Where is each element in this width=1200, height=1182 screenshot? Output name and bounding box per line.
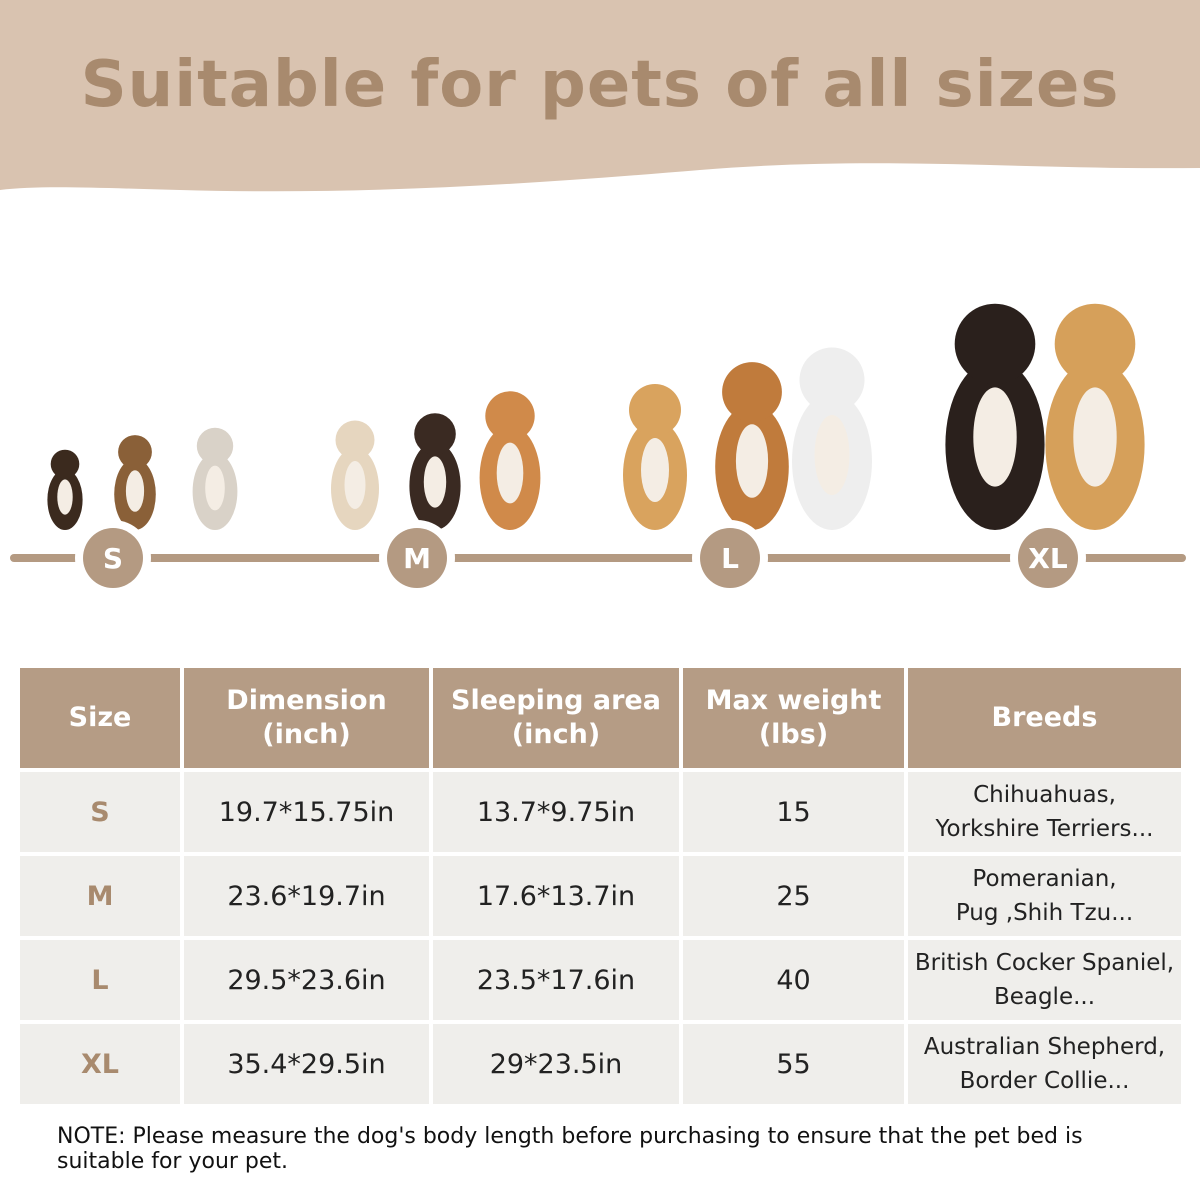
breeds-line: Beagle... xyxy=(993,984,1096,1010)
size-scale: S M L XL xyxy=(10,520,1186,596)
banner xyxy=(0,0,1200,192)
pet xyxy=(715,362,789,530)
column-header: Breeds xyxy=(908,668,1181,768)
pet xyxy=(114,435,156,530)
table-row: M 23.6*19.7in 17.6*13.7in 25 Pomeranian, Pug … xyxy=(20,856,1181,936)
table-cell: 25 xyxy=(683,856,904,936)
pet-head xyxy=(629,384,681,436)
pet-illustrations xyxy=(47,303,1145,530)
header-line: (inch) xyxy=(262,719,351,750)
pet-chest xyxy=(344,461,366,509)
pet-chest xyxy=(423,456,447,508)
column-header: Size xyxy=(20,668,180,768)
breeds-line: Chihuahuas, xyxy=(973,782,1116,808)
breeds-line: Yorkshire Terriers... xyxy=(935,816,1154,842)
scale-label: M xyxy=(403,542,431,575)
pet-chest xyxy=(1073,387,1117,487)
pet-chest xyxy=(205,465,225,511)
table-cell: 29.5*23.6in xyxy=(184,940,429,1020)
pet-head xyxy=(722,362,782,422)
header-line: Sleeping area xyxy=(451,685,661,716)
pet-head xyxy=(50,449,80,479)
pet xyxy=(192,427,238,530)
pet xyxy=(792,347,872,530)
pet-chest xyxy=(57,479,73,515)
pet-head xyxy=(954,303,1036,385)
table-row: XL 35.4*29.5in 29*23.5in 55 Australian Sheph… xyxy=(20,1024,1181,1104)
scale-label: XL xyxy=(1028,542,1068,575)
pet-chest xyxy=(641,438,669,502)
table-cell: 13.7*9.75in xyxy=(433,772,679,852)
table-row: L 29.5*23.6in 23.5*17.6in 40 British Cocker … xyxy=(20,940,1181,1020)
pet xyxy=(409,413,461,530)
pet-head xyxy=(335,420,375,460)
pet-head xyxy=(799,347,865,413)
scale-label: L xyxy=(721,542,739,575)
breeds-cell: Australian Shepherd, Border Collie... xyxy=(908,1024,1181,1104)
column-header: Max weight (lbs) xyxy=(683,668,904,768)
pet xyxy=(1045,303,1145,530)
pet-chest xyxy=(735,424,769,498)
pet-head xyxy=(485,391,535,441)
scale-badge xyxy=(83,528,143,588)
table-cell: 17.6*13.7in xyxy=(433,856,679,936)
title: Suitable for pets of all sizes xyxy=(80,48,1120,122)
table-cell: 35.4*29.5in xyxy=(184,1024,429,1104)
table-cell: 29*23.5in xyxy=(433,1024,679,1104)
scale-badge xyxy=(1018,528,1078,588)
pet-head xyxy=(118,435,152,469)
size-table: Size Dimension (inch) Sleeping area (inch) Ma… xyxy=(16,664,1185,1108)
scale-label: S xyxy=(103,542,123,575)
pet xyxy=(47,449,83,530)
banner-and-pets: S M L XL xyxy=(0,0,1200,596)
table-cell: 15 xyxy=(683,772,904,852)
size-cell: M xyxy=(20,856,180,936)
header-line: Breeds xyxy=(991,702,1098,733)
pet-chest xyxy=(496,442,524,504)
header-line: (inch) xyxy=(511,719,601,750)
table-cell: 23.5*17.6in xyxy=(433,940,679,1020)
scale-badge xyxy=(700,528,760,588)
pet-chest xyxy=(814,415,850,495)
header-line: Max weight xyxy=(705,685,882,716)
header-line: Dimension xyxy=(226,685,387,716)
size-cell: XL xyxy=(20,1024,180,1104)
scale-badge xyxy=(387,528,447,588)
pet xyxy=(479,391,541,530)
size-cell: S xyxy=(20,772,180,852)
table-cell: 19.7*15.75in xyxy=(184,772,429,852)
pet xyxy=(331,420,379,530)
column-header: Dimension (inch) xyxy=(184,668,429,768)
note: NOTE: Please measure the dog's body leng… xyxy=(57,1124,1083,1174)
breeds-cell: Pomeranian, Pug ,Shih Tzu... xyxy=(908,856,1181,936)
header-line: Size xyxy=(68,702,132,733)
pet xyxy=(945,303,1045,530)
size-cell: L xyxy=(20,940,180,1020)
breeds-line: Australian Shepherd, xyxy=(923,1034,1166,1060)
table-row: S 19.7*15.75in 13.7*9.75in 15 Chihuahuas, Yor… xyxy=(20,772,1181,852)
breeds-line: Border Collie... xyxy=(959,1068,1130,1094)
column-header: Sleeping area (inch) xyxy=(433,668,679,768)
breeds-line: Pug ,Shih Tzu... xyxy=(955,900,1134,926)
breeds-line: British Cocker Spaniel, xyxy=(914,950,1175,976)
pet-head xyxy=(196,427,234,465)
pet-chest xyxy=(125,470,145,512)
header-line: (lbs) xyxy=(758,719,829,750)
breeds-cell: Chihuahuas, Yorkshire Terriers... xyxy=(908,772,1181,852)
pet xyxy=(623,384,687,530)
pet-head xyxy=(414,413,456,455)
table-cell: 55 xyxy=(683,1024,904,1104)
pet-chest xyxy=(973,387,1017,487)
breeds-line: Pomeranian, xyxy=(972,866,1117,892)
table-cell: 40 xyxy=(683,940,904,1020)
breeds-cell: British Cocker Spaniel, Beagle... xyxy=(908,940,1181,1020)
table-cell: 23.6*19.7in xyxy=(184,856,429,936)
pet-head xyxy=(1054,303,1136,385)
